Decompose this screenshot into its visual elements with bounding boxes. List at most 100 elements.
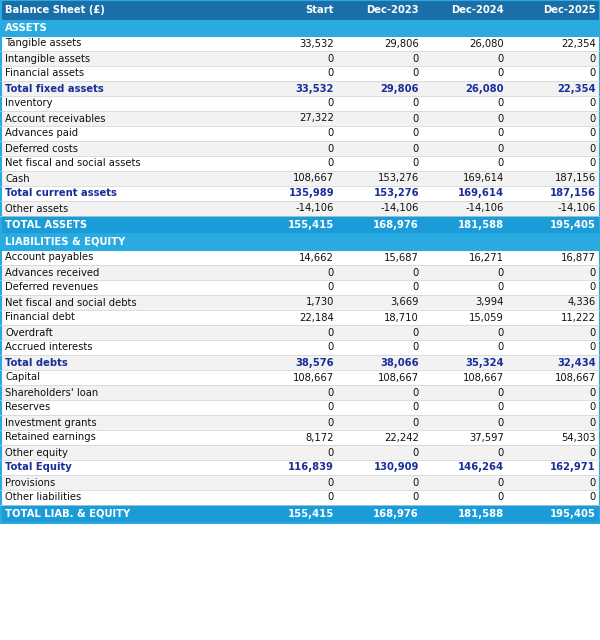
Text: 26,080: 26,080 — [469, 38, 504, 49]
Text: Other assets: Other assets — [5, 204, 68, 214]
Text: Tangible assets: Tangible assets — [5, 38, 82, 49]
Bar — [0, 201, 600, 216]
Text: 0: 0 — [328, 268, 334, 278]
Text: 15,687: 15,687 — [384, 253, 419, 262]
Text: ASSETS: ASSETS — [5, 23, 48, 33]
Text: 0: 0 — [413, 417, 419, 428]
Bar — [0, 51, 600, 66]
Text: 0: 0 — [590, 143, 596, 154]
Text: 195,405: 195,405 — [550, 509, 596, 519]
Text: LIABILITIES & EQUITY: LIABILITIES & EQUITY — [5, 237, 125, 247]
Text: Dec-2025: Dec-2025 — [544, 5, 596, 15]
Text: 0: 0 — [413, 159, 419, 168]
Text: Account receivables: Account receivables — [5, 113, 106, 124]
Text: 0: 0 — [590, 54, 596, 63]
Text: 162,971: 162,971 — [550, 463, 596, 472]
Text: Account payables: Account payables — [5, 253, 94, 262]
Bar — [0, 96, 600, 111]
Text: Financial debt: Financial debt — [5, 312, 75, 323]
Text: -14,106: -14,106 — [466, 204, 504, 214]
Text: 18,710: 18,710 — [384, 312, 419, 323]
Bar — [0, 295, 600, 310]
Text: 3,669: 3,669 — [391, 298, 419, 307]
Text: 0: 0 — [590, 342, 596, 353]
Text: 29,806: 29,806 — [384, 38, 419, 49]
Text: 0: 0 — [498, 282, 504, 292]
Text: 0: 0 — [590, 159, 596, 168]
Text: 4,336: 4,336 — [568, 298, 596, 307]
Text: Total Equity: Total Equity — [5, 463, 72, 472]
Bar — [0, 81, 600, 96]
Text: 38,576: 38,576 — [295, 358, 334, 367]
Bar — [0, 171, 600, 186]
Text: Net fiscal and social debts: Net fiscal and social debts — [5, 298, 137, 307]
Text: 29,806: 29,806 — [380, 83, 419, 93]
Text: 11,222: 11,222 — [561, 312, 596, 323]
Bar — [0, 250, 600, 265]
Text: Provisions: Provisions — [5, 477, 55, 488]
Text: -14,106: -14,106 — [557, 204, 596, 214]
Text: 0: 0 — [590, 403, 596, 413]
Bar — [0, 156, 600, 171]
Text: 26,080: 26,080 — [466, 83, 504, 93]
Bar — [0, 445, 600, 460]
Text: Retained earnings: Retained earnings — [5, 433, 96, 442]
Text: Net fiscal and social assets: Net fiscal and social assets — [5, 159, 140, 168]
Text: 0: 0 — [328, 493, 334, 502]
Bar — [0, 66, 600, 81]
Text: 181,588: 181,588 — [458, 509, 504, 519]
Bar — [0, 126, 600, 141]
Text: 33,532: 33,532 — [296, 83, 334, 93]
Text: 0: 0 — [498, 159, 504, 168]
Text: 0: 0 — [328, 99, 334, 109]
Bar — [0, 325, 600, 340]
Text: 0: 0 — [590, 68, 596, 79]
Text: Dec-2023: Dec-2023 — [367, 5, 419, 15]
Text: 0: 0 — [328, 282, 334, 292]
Text: 0: 0 — [590, 99, 596, 109]
Text: Start: Start — [305, 5, 334, 15]
Text: 0: 0 — [413, 282, 419, 292]
Text: 0: 0 — [328, 477, 334, 488]
Bar — [0, 490, 600, 505]
Text: Other equity: Other equity — [5, 447, 68, 458]
Text: Deferred revenues: Deferred revenues — [5, 282, 98, 292]
Text: 0: 0 — [413, 54, 419, 63]
Bar — [0, 111, 600, 126]
Text: 0: 0 — [590, 387, 596, 397]
Text: 0: 0 — [498, 403, 504, 413]
Text: 0: 0 — [413, 328, 419, 337]
Bar — [0, 186, 600, 201]
Text: -14,106: -14,106 — [296, 204, 334, 214]
Text: Inventory: Inventory — [5, 99, 53, 109]
Bar — [0, 310, 600, 325]
Text: 169,614: 169,614 — [458, 189, 504, 198]
Text: Total debts: Total debts — [5, 358, 68, 367]
Text: Capital: Capital — [5, 372, 40, 383]
Text: 0: 0 — [590, 493, 596, 502]
Text: 108,667: 108,667 — [293, 173, 334, 184]
Text: Intangible assets: Intangible assets — [5, 54, 90, 63]
Text: 0: 0 — [328, 417, 334, 428]
Text: 0: 0 — [413, 447, 419, 458]
Text: 0: 0 — [328, 129, 334, 138]
Text: 22,354: 22,354 — [557, 83, 596, 93]
Text: 169,614: 169,614 — [463, 173, 504, 184]
Text: 116,839: 116,839 — [288, 463, 334, 472]
Bar — [0, 505, 600, 523]
Text: 33,532: 33,532 — [299, 38, 334, 49]
Bar — [0, 36, 600, 51]
Text: 3,994: 3,994 — [476, 298, 504, 307]
Text: TOTAL LIAB. & EQUITY: TOTAL LIAB. & EQUITY — [5, 509, 130, 519]
Text: 0: 0 — [498, 54, 504, 63]
Text: 155,415: 155,415 — [288, 220, 334, 230]
Bar — [0, 430, 600, 445]
Text: Advances paid: Advances paid — [5, 129, 78, 138]
Text: 153,276: 153,276 — [378, 173, 419, 184]
Bar — [0, 460, 600, 475]
Text: 0: 0 — [413, 143, 419, 154]
Text: Deferred costs: Deferred costs — [5, 143, 78, 154]
Text: 0: 0 — [413, 477, 419, 488]
Text: 0: 0 — [498, 143, 504, 154]
Bar — [0, 280, 600, 295]
